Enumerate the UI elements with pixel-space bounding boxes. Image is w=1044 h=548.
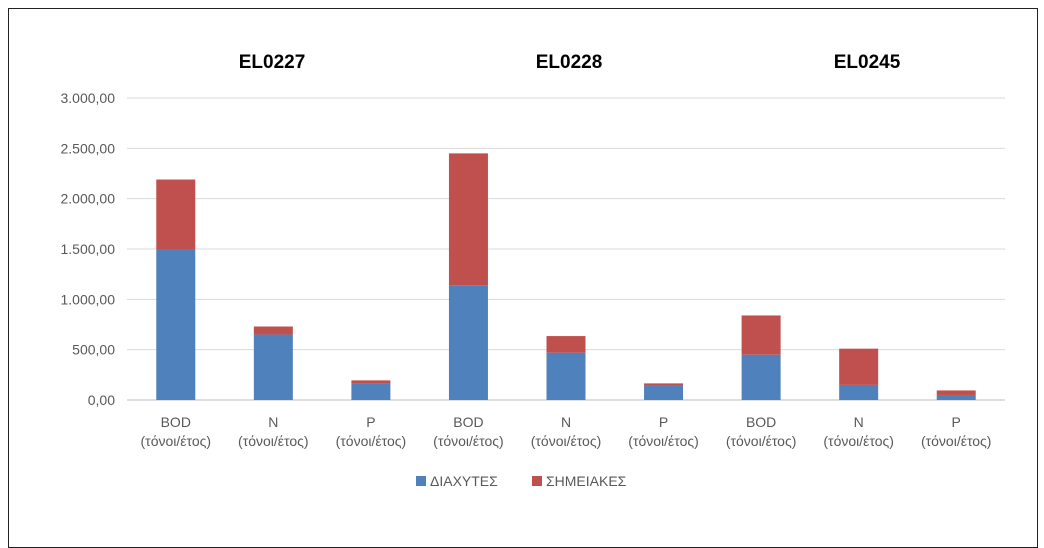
legend-label: ΔΙΑΧΥΤΕΣ	[430, 473, 498, 489]
bar-segment	[644, 383, 684, 386]
legend-swatch	[532, 476, 542, 486]
x-tick-label: (τόνοι/έτος)	[531, 433, 602, 449]
x-tick-label: (τόνοι/έτος)	[238, 433, 309, 449]
x-tick-label: (τόνοι/έτος)	[433, 433, 504, 449]
bar-segment	[839, 348, 879, 385]
bar-segment	[351, 380, 391, 384]
chart-frame: 0,00 500,00 1.000,00 1.500,00 2.000,00 2.500,…	[8, 8, 1038, 548]
y-tick-label: 1.500,00	[61, 241, 116, 257]
legend: ΔΙΑΧΥΤΕΣ ΣΗΜΕΙΑΚΕΣ	[416, 473, 627, 489]
bar-segment	[644, 385, 684, 400]
stacked-bar-chart: 0,00 500,00 1.000,00 1.500,00 2.000,00 2.500,…	[61, 52, 1005, 489]
y-tick-label: 3.000,00	[61, 90, 116, 106]
y-tick-label: 1.000,00	[61, 291, 116, 307]
x-tick-label: P	[659, 414, 668, 430]
x-tick-label: N	[561, 414, 571, 430]
y-tick-label: 2.500,00	[61, 140, 116, 156]
group-title: EL0245	[834, 52, 901, 73]
bar-segment	[156, 249, 196, 400]
group-titles: EL0227 EL0228 EL0245	[239, 52, 901, 73]
x-tick-label: P	[952, 414, 961, 430]
legend-label: ΣΗΜΕΙΑΚΕΣ	[546, 473, 627, 489]
legend-swatch	[416, 476, 426, 486]
x-tick-label: N	[854, 414, 864, 430]
y-tick-label: 2.000,00	[61, 191, 116, 207]
group-title: EL0228	[536, 52, 603, 73]
bar-segment	[448, 285, 488, 400]
x-tick-label: BOD	[453, 414, 483, 430]
x-tick-label: (τόνοι/έτος)	[921, 433, 992, 449]
bar-segment	[839, 384, 879, 400]
x-tick-label: BOD	[161, 414, 191, 430]
y-tick-label: 0,00	[88, 392, 115, 408]
x-tick-label: BOD	[746, 414, 776, 430]
x-tick-label: P	[366, 414, 375, 430]
bar-segment	[448, 153, 488, 286]
bar-segment	[741, 315, 781, 355]
group-title: EL0227	[239, 52, 306, 73]
bar-segment	[253, 334, 293, 400]
x-tick-label: N	[268, 414, 278, 430]
x-tick-label: (τόνοι/έτος)	[726, 433, 797, 449]
y-axis-ticks: 0,00 500,00 1.000,00 1.500,00 2.000,00 2.500,…	[61, 90, 116, 408]
bar-segment	[546, 352, 586, 400]
x-tick-label: (τόνοι/έτος)	[823, 433, 894, 449]
x-tick-label: (τόνοι/έτος)	[141, 433, 212, 449]
x-axis-labels: BOD (τόνοι/έτος) N (τόνοι/έτος) P (τόνοι/έτος…	[141, 414, 992, 449]
bar-segment	[156, 179, 196, 249]
bar-segment	[936, 390, 976, 395]
bar-segment	[741, 354, 781, 400]
bar-segment	[546, 336, 586, 353]
bar-segment	[351, 383, 391, 400]
bar-segment	[936, 394, 976, 400]
bars	[156, 153, 976, 400]
y-tick-label: 500,00	[72, 342, 115, 358]
bar-segment	[253, 326, 293, 335]
x-tick-label: (τόνοι/έτος)	[628, 433, 699, 449]
x-tick-label: (τόνοι/έτος)	[336, 433, 407, 449]
